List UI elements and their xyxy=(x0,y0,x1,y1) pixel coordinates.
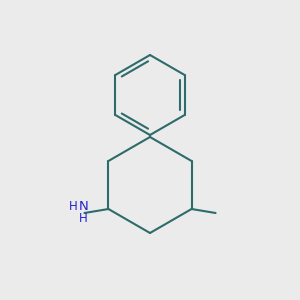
Text: H: H xyxy=(69,200,77,214)
Text: N: N xyxy=(79,200,88,214)
Text: H: H xyxy=(79,212,88,224)
